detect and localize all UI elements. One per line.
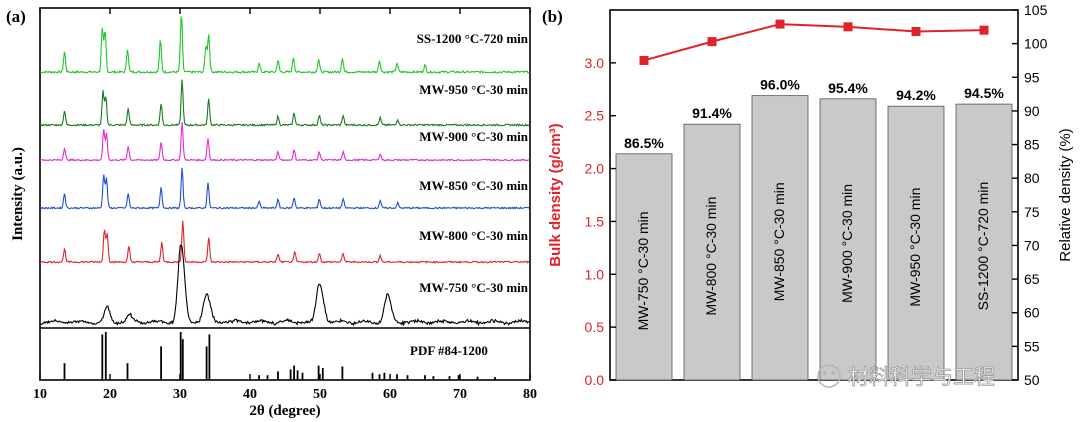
xrd-trace bbox=[39, 122, 530, 162]
watermark: 材料科学与工程 bbox=[817, 364, 995, 389]
bar bbox=[751, 95, 809, 381]
y-tick-label: 1.0 bbox=[585, 266, 605, 282]
secondary-y-tick-label: 80 bbox=[1024, 170, 1040, 186]
y-tick-label: 2.0 bbox=[585, 161, 605, 177]
xrd-series-labels: SS-1200 °C-720 min MW-950 °C-30 min MW-900… bbox=[417, 31, 529, 295]
x-tick-label: 10 bbox=[33, 387, 47, 402]
secondary-y-tick-label: 65 bbox=[1024, 271, 1040, 287]
secondary-y-tick-label: 70 bbox=[1024, 237, 1040, 253]
x-tick-label: 60 bbox=[383, 387, 397, 402]
bar bbox=[887, 105, 945, 381]
secondary-y-tick-label: 60 bbox=[1024, 305, 1040, 321]
relative-density-marker bbox=[639, 55, 649, 65]
panel-a-x-ticks: 10 20 30 40 50 60 70 80 bbox=[33, 8, 537, 402]
secondary-y-tick-label: 100 bbox=[1024, 36, 1048, 52]
y-tick-label: 0.0 bbox=[585, 372, 605, 388]
x-tick-label: 20 bbox=[103, 387, 117, 402]
panel-b: (b) 86.5% MW-750 °C-30 min 91.4% MW-800 °C-… bbox=[542, 2, 1074, 388]
y-tick-label: 3.0 bbox=[585, 55, 605, 71]
relative-density-axis-ticks: 50 55 60 65 70 75 80 85 90 95 100 105 bbox=[1012, 2, 1048, 388]
bar bbox=[819, 98, 877, 381]
bar bbox=[955, 103, 1013, 381]
relative-density-marker bbox=[775, 19, 785, 29]
xrd-trace bbox=[39, 167, 530, 210]
xrd-series-label: MW-900 °C-30 min bbox=[419, 129, 528, 144]
secondary-y-tick-label: 55 bbox=[1024, 338, 1040, 354]
bar-category-label: MW-850 °C-30 min bbox=[771, 182, 787, 301]
bar-value-label: 91.4% bbox=[692, 105, 732, 121]
xrd-series-label: MW-850 °C-30 min bbox=[419, 178, 528, 193]
x-tick-label: 40 bbox=[243, 387, 257, 402]
relative-density-marker bbox=[911, 27, 921, 37]
xrd-traces bbox=[39, 16, 531, 327]
bar-value-label: 96.0% bbox=[760, 77, 800, 93]
bar-category-label: MW-800 °C-30 min bbox=[703, 197, 719, 316]
bar-category-label: SS-1200 °C-720 min bbox=[975, 182, 991, 311]
bulk-density-axis-label: Bulk density (g/cm³) bbox=[547, 123, 564, 266]
bar bbox=[615, 153, 673, 381]
reference-label: PDF #84-1200 bbox=[410, 343, 488, 358]
panel-a-label: (a) bbox=[6, 7, 26, 26]
bar-value-label: 94.5% bbox=[964, 85, 1004, 101]
y-tick-label: 1.5 bbox=[585, 213, 605, 229]
watermark-logo-icon bbox=[817, 364, 841, 388]
secondary-y-tick-label: 75 bbox=[1024, 204, 1040, 220]
bar bbox=[683, 123, 741, 381]
bar-category-label: MW-950 °C-30 min bbox=[907, 188, 923, 307]
bars: 86.5% MW-750 °C-30 min 91.4% MW-800 °C-30 m… bbox=[615, 77, 1013, 381]
bar-value-label: 95.4% bbox=[828, 80, 868, 96]
relative-density-series bbox=[643, 23, 985, 62]
bar-category-label: MW-750 °C-30 min bbox=[635, 211, 651, 330]
xrd-series-label: MW-950 °C-30 min bbox=[419, 82, 528, 97]
relative-density-marker bbox=[979, 25, 989, 35]
xrd-trace bbox=[39, 16, 531, 75]
secondary-y-tick-label: 85 bbox=[1024, 137, 1040, 153]
x-tick-label: 50 bbox=[313, 387, 327, 402]
panel-a-x-axis-label: 2θ (degree) bbox=[249, 403, 320, 419]
secondary-y-tick-label: 105 bbox=[1024, 2, 1048, 18]
bar-category-label: MW-900 °C-30 min bbox=[839, 184, 855, 303]
panel-a-plot-frame bbox=[39, 7, 531, 381]
relative-density-line bbox=[639, 19, 989, 65]
xrd-series-label: SS-1200 °C-720 min bbox=[417, 31, 529, 46]
y-tick-label: 2.5 bbox=[585, 108, 605, 124]
xrd-series-label: MW-750 °C-30 min bbox=[419, 280, 528, 295]
watermark-text: 材料科学与工程 bbox=[848, 366, 995, 389]
secondary-y-tick-label: 90 bbox=[1024, 103, 1040, 119]
xrd-series-label: MW-800 °C-30 min bbox=[419, 228, 528, 243]
reference-sticks bbox=[63, 332, 496, 380]
x-tick-label: 80 bbox=[523, 387, 537, 402]
relative-density-marker bbox=[707, 37, 717, 47]
xrd-trace bbox=[39, 244, 530, 327]
panel-b-label: (b) bbox=[542, 7, 563, 26]
panel-a-y-axis-label: Intensity (a.u.) bbox=[10, 147, 26, 241]
secondary-y-tick-label: 50 bbox=[1024, 372, 1040, 388]
x-tick-label: 30 bbox=[173, 387, 187, 402]
panel-b-plot-frame bbox=[609, 9, 1019, 381]
xrd-trace bbox=[40, 79, 530, 127]
y-tick-label: 0.5 bbox=[585, 319, 605, 335]
xrd-trace bbox=[39, 220, 530, 264]
relative-density-axis-label: Relative density (%) bbox=[1057, 128, 1074, 261]
panel-a: (a) SS-1200 °C-720 min MW-950 °C-30 min MW… bbox=[6, 7, 537, 419]
bulk-density-axis-ticks: 0.0 0.5 1.0 1.5 2.0 2.5 3.0 bbox=[585, 55, 616, 388]
relative-density-marker bbox=[843, 22, 853, 32]
bar-value-label: 86.5% bbox=[624, 135, 664, 151]
secondary-y-tick-label: 95 bbox=[1024, 69, 1040, 85]
x-tick-label: 70 bbox=[453, 387, 467, 402]
bar-value-label: 94.2% bbox=[896, 87, 936, 103]
